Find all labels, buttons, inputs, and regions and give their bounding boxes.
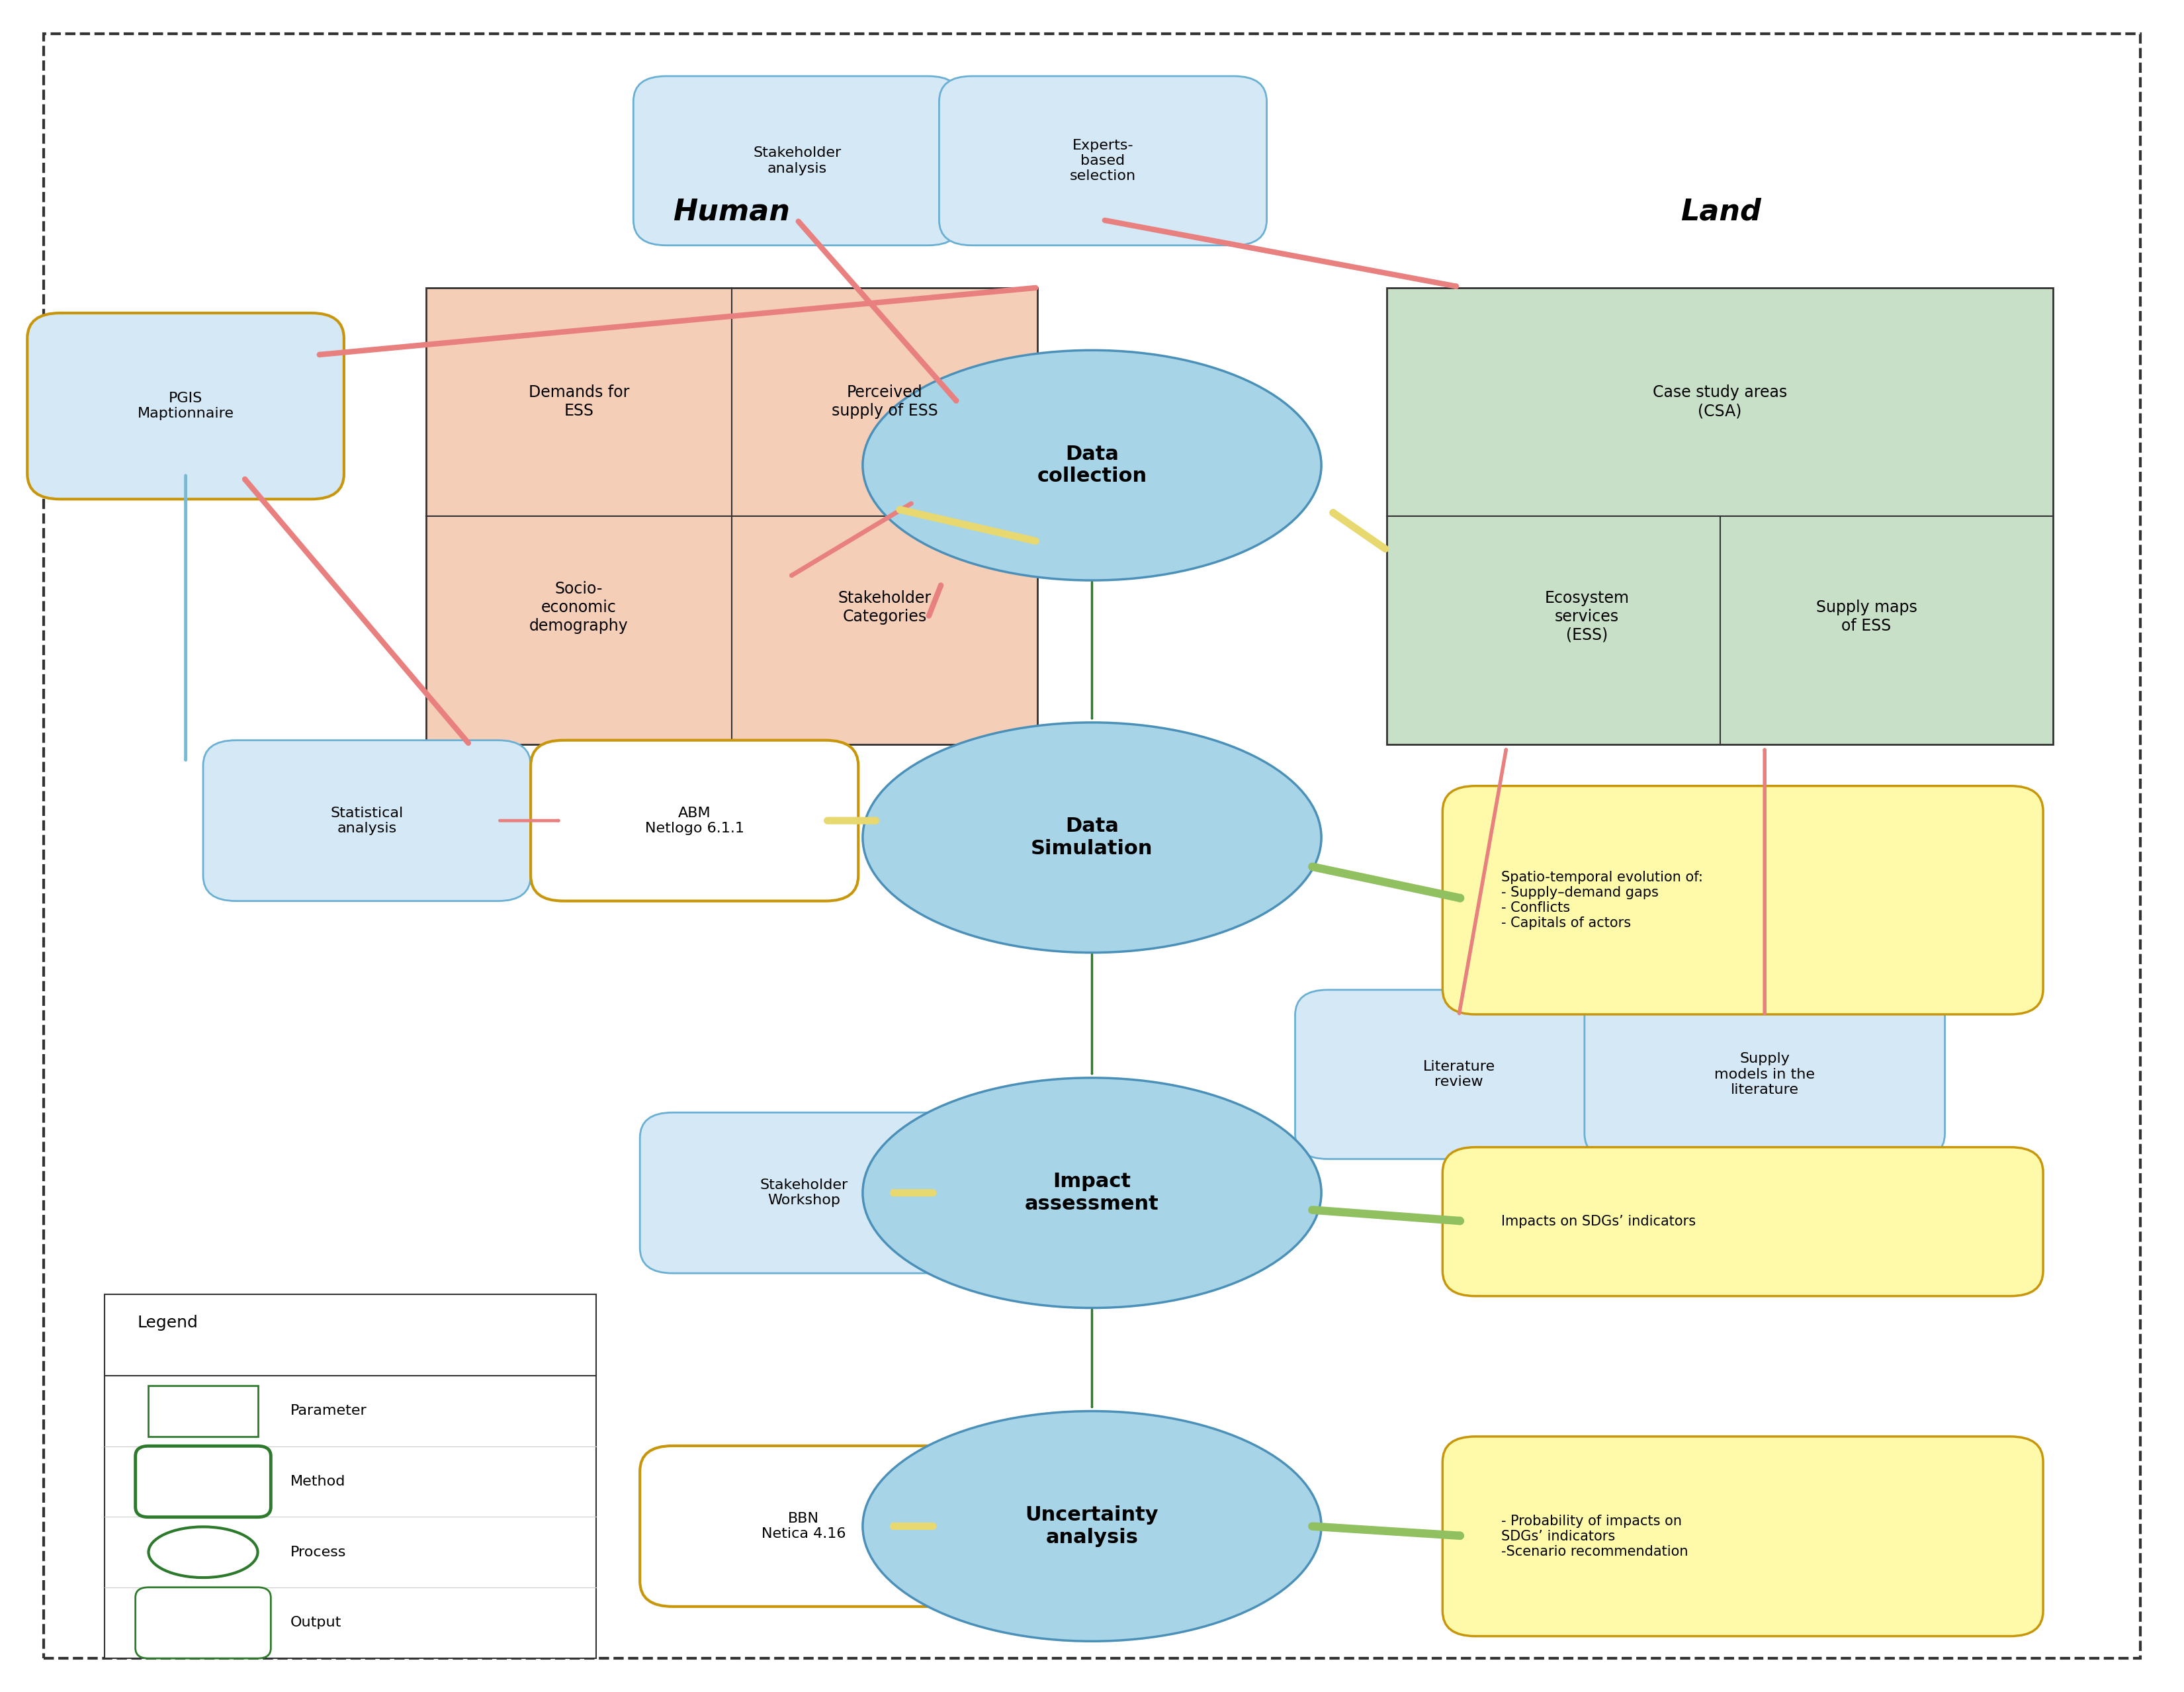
Text: Stakeholder
Workshop: Stakeholder Workshop: [760, 1179, 847, 1206]
Text: Data
Simulation: Data Simulation: [1031, 817, 1153, 858]
FancyBboxPatch shape: [105, 1294, 596, 1658]
Text: PGIS
Maptionnaire: PGIS Maptionnaire: [138, 393, 234, 420]
Text: BBN
Netica 4.16: BBN Netica 4.16: [762, 1513, 845, 1540]
Text: Experts-
based
selection: Experts- based selection: [1070, 139, 1136, 183]
FancyBboxPatch shape: [531, 741, 858, 900]
FancyBboxPatch shape: [44, 34, 2140, 1658]
FancyBboxPatch shape: [939, 76, 1267, 245]
FancyBboxPatch shape: [1441, 1147, 2044, 1296]
Text: Impact
assessment: Impact assessment: [1024, 1173, 1160, 1213]
Text: Stakeholder
Categories: Stakeholder Categories: [839, 591, 930, 624]
FancyBboxPatch shape: [203, 741, 531, 900]
Text: Process: Process: [290, 1545, 347, 1558]
Ellipse shape: [863, 350, 1321, 580]
Text: Stakeholder
analysis: Stakeholder analysis: [753, 147, 841, 174]
FancyBboxPatch shape: [1441, 785, 2044, 1014]
Text: Statistical
analysis: Statistical analysis: [330, 807, 404, 834]
Text: Parameter: Parameter: [290, 1404, 367, 1418]
Text: Case study areas
(CSA): Case study areas (CSA): [1653, 384, 1787, 420]
Text: Output: Output: [290, 1616, 341, 1629]
Text: Ecosystem
services
(ESS): Ecosystem services (ESS): [1544, 591, 1629, 643]
FancyBboxPatch shape: [1387, 288, 2053, 744]
Text: Method: Method: [290, 1475, 345, 1489]
Text: Data
collection: Data collection: [1037, 445, 1147, 486]
Ellipse shape: [863, 1411, 1321, 1641]
Text: Land: Land: [1682, 198, 1760, 225]
Text: Supply
models in the
literature: Supply models in the literature: [1714, 1052, 1815, 1096]
FancyBboxPatch shape: [426, 288, 1037, 744]
Text: - Probability of impacts on
SDGs’ indicators
-Scenario recommendation: - Probability of impacts on SDGs’ indica…: [1503, 1514, 1688, 1558]
Text: Spatio-temporal evolution of:
- Supply–demand gaps
- Conflicts
- Capitals of act: Spatio-temporal evolution of: - Supply–d…: [1503, 870, 1704, 931]
Ellipse shape: [863, 722, 1321, 953]
Text: Legend: Legend: [138, 1315, 199, 1330]
Text: ABM
Netlogo 6.1.1: ABM Netlogo 6.1.1: [644, 807, 745, 834]
Text: Human: Human: [673, 198, 791, 225]
FancyBboxPatch shape: [1586, 990, 1946, 1159]
Ellipse shape: [863, 1078, 1321, 1308]
FancyBboxPatch shape: [28, 313, 345, 499]
Text: Perceived
supply of ESS: Perceived supply of ESS: [832, 384, 937, 420]
Text: Socio-
economic
demography: Socio- economic demography: [529, 580, 629, 634]
FancyBboxPatch shape: [640, 1445, 968, 1607]
Text: Demands for
ESS: Demands for ESS: [529, 384, 629, 420]
FancyBboxPatch shape: [640, 1113, 968, 1274]
Text: Literature
review: Literature review: [1422, 1061, 1496, 1088]
FancyBboxPatch shape: [633, 76, 961, 245]
FancyBboxPatch shape: [1295, 990, 1623, 1159]
Text: Impacts on SDGs’ indicators: Impacts on SDGs’ indicators: [1503, 1215, 1697, 1228]
Text: Supply maps
of ESS: Supply maps of ESS: [1815, 599, 1918, 634]
Text: Uncertainty
analysis: Uncertainty analysis: [1024, 1506, 1160, 1546]
FancyBboxPatch shape: [1441, 1437, 2044, 1636]
